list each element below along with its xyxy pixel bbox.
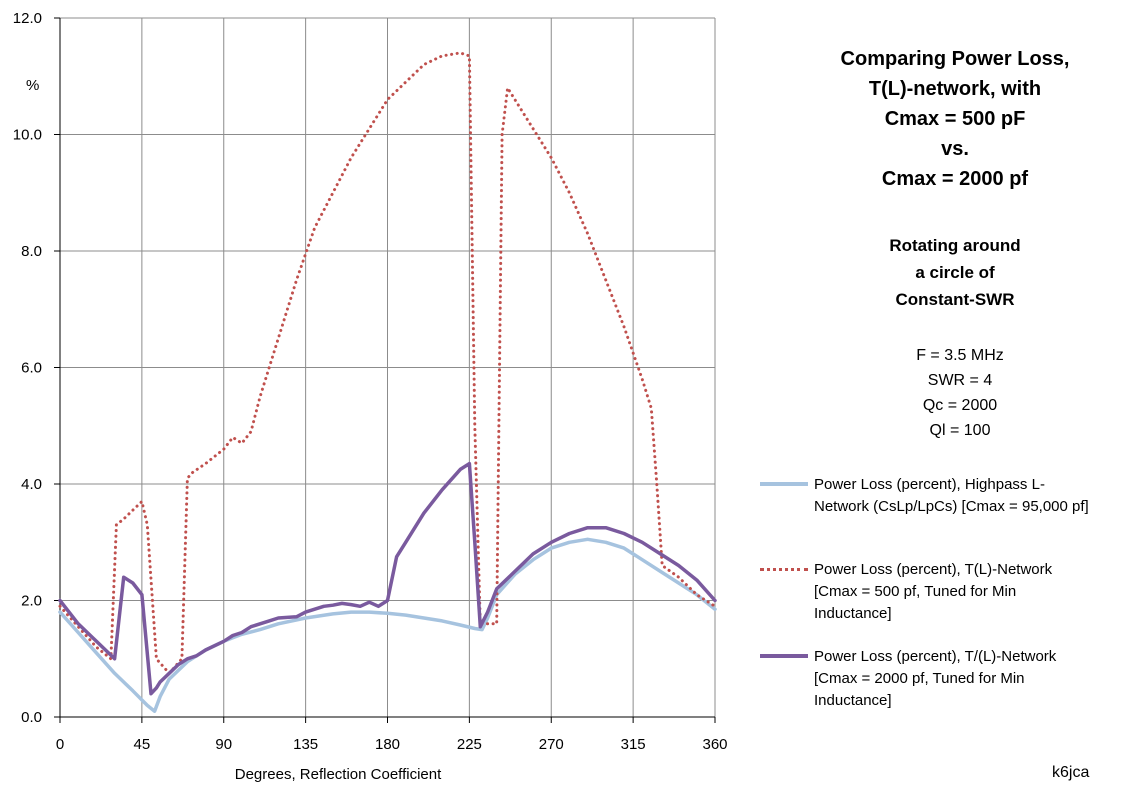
series-layer bbox=[58, 51, 717, 713]
x-axis-label: Degrees, Reflection Coefficient bbox=[235, 766, 442, 783]
y-tick-label: 6.0 bbox=[21, 360, 42, 377]
legend-swatch-highpass-l bbox=[760, 482, 808, 486]
parameter-frequency: F = 3.5 MHz bbox=[916, 347, 1004, 364]
title-line: Comparing Power Loss, bbox=[840, 48, 1070, 70]
legend-label: Power Loss (percent), T(L)-Network [Cmax… bbox=[814, 559, 1126, 625]
parameter-qc: Qc = 2000 bbox=[922, 397, 998, 414]
grid bbox=[59, 17, 716, 718]
series-line-highpass-l bbox=[58, 537, 717, 713]
title-line: Cmax = 2000 pf bbox=[881, 168, 1029, 190]
legend-line: Network (CsLp/LpCs) [Cmax = 95,000 pf] bbox=[814, 498, 1089, 515]
y-tick-label: 12.0 bbox=[13, 10, 42, 27]
parameters: F = 3.5 MHz SWR = 4 Qc = 2000 Ql = 100 bbox=[860, 343, 1060, 443]
series-line-tl-2000 bbox=[58, 461, 717, 696]
title-line: T(L)-network, with bbox=[868, 78, 1042, 100]
subtitle-line: Constant-SWR bbox=[895, 290, 1015, 309]
credit: k6jca bbox=[1052, 764, 1090, 781]
title-line: vs. bbox=[941, 138, 969, 160]
x-tick-label: 90 bbox=[215, 736, 232, 753]
subtitle-line: Rotating around bbox=[889, 236, 1021, 255]
title-line: Cmax = 500 pF bbox=[884, 108, 1026, 130]
ticks: 0 45 90 135 180 225 270 315 360 0.0 2.0 4.0 6.0 8.0 10… bbox=[13, 10, 728, 753]
legend-line: Inductance] bbox=[814, 692, 892, 709]
subtitle-line: a circle of bbox=[915, 263, 995, 282]
x-tick-label: 180 bbox=[375, 736, 400, 753]
legend-line: [Cmax = 2000 pf, Tuned for Min bbox=[814, 670, 1025, 687]
legend-line: Power Loss (percent), Highpass L- bbox=[814, 476, 1045, 493]
legend-label: Power Loss (percent), T/(L)-Network [Cma… bbox=[814, 646, 1126, 712]
legend-line: Power Loss (percent), T(L)-Network bbox=[814, 561, 1053, 578]
y-axis-label: % bbox=[26, 77, 39, 94]
x-tick-label: 315 bbox=[621, 736, 646, 753]
x-tick-label: 225 bbox=[457, 736, 482, 753]
x-tick-label: 0 bbox=[56, 736, 64, 753]
x-tick-label: 135 bbox=[293, 736, 318, 753]
x-tick-label: 270 bbox=[539, 736, 564, 753]
y-tick-label: 10.0 bbox=[13, 127, 42, 144]
x-tick-label: 45 bbox=[134, 736, 151, 753]
y-tick-label: 2.0 bbox=[21, 593, 42, 610]
legend-line: Inductance] bbox=[814, 605, 892, 622]
legend-swatch-tl-500 bbox=[760, 568, 808, 571]
parameter-ql: Ql = 100 bbox=[929, 422, 991, 439]
y-tick-label: 0.0 bbox=[21, 709, 42, 726]
chart-subtitle: Rotating around a circle of Constant-SWR bbox=[790, 232, 1120, 313]
legend-line: Power Loss (percent), T/(L)-Network bbox=[814, 648, 1057, 665]
parameter-swr: SWR = 4 bbox=[927, 372, 993, 389]
legend-line: [Cmax = 500 pf, Tuned for Min bbox=[814, 583, 1017, 600]
legend-label: Power Loss (percent), Highpass L- Networ… bbox=[814, 474, 1126, 518]
chart-title: Comparing Power Loss, T(L)-network, with… bbox=[790, 44, 1120, 194]
y-tick-label: 4.0 bbox=[21, 476, 42, 493]
x-tick-label: 360 bbox=[702, 736, 727, 753]
y-tick-label: 8.0 bbox=[21, 243, 42, 260]
legend-swatch-tl-2000 bbox=[760, 654, 808, 658]
